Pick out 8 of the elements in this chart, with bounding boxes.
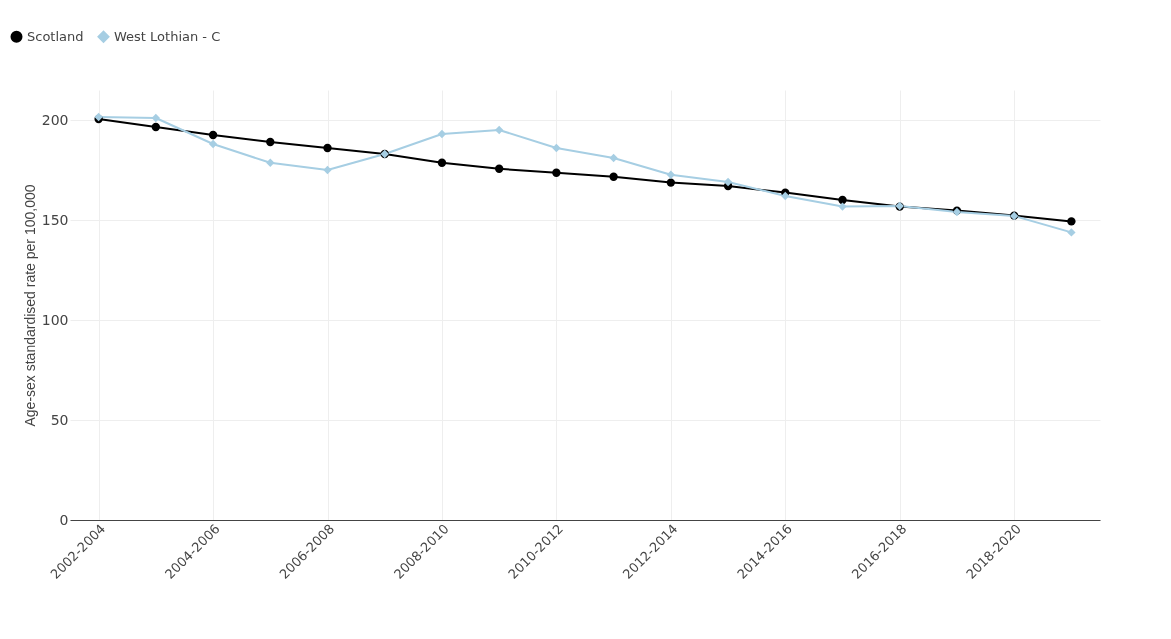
y-tick-label: 50	[50, 411, 69, 428]
y-tick-label: 100	[41, 311, 69, 328]
legend-label: Scotland	[27, 28, 84, 44]
y-tick-label: 0	[59, 511, 69, 528]
legend-label: West Lothian - C	[114, 28, 221, 44]
y-tick-label: 150	[41, 211, 69, 228]
y-axis-title: Age-sex standardised rate per 100,000	[21, 184, 38, 427]
y-tick-label: 200	[41, 111, 69, 128]
